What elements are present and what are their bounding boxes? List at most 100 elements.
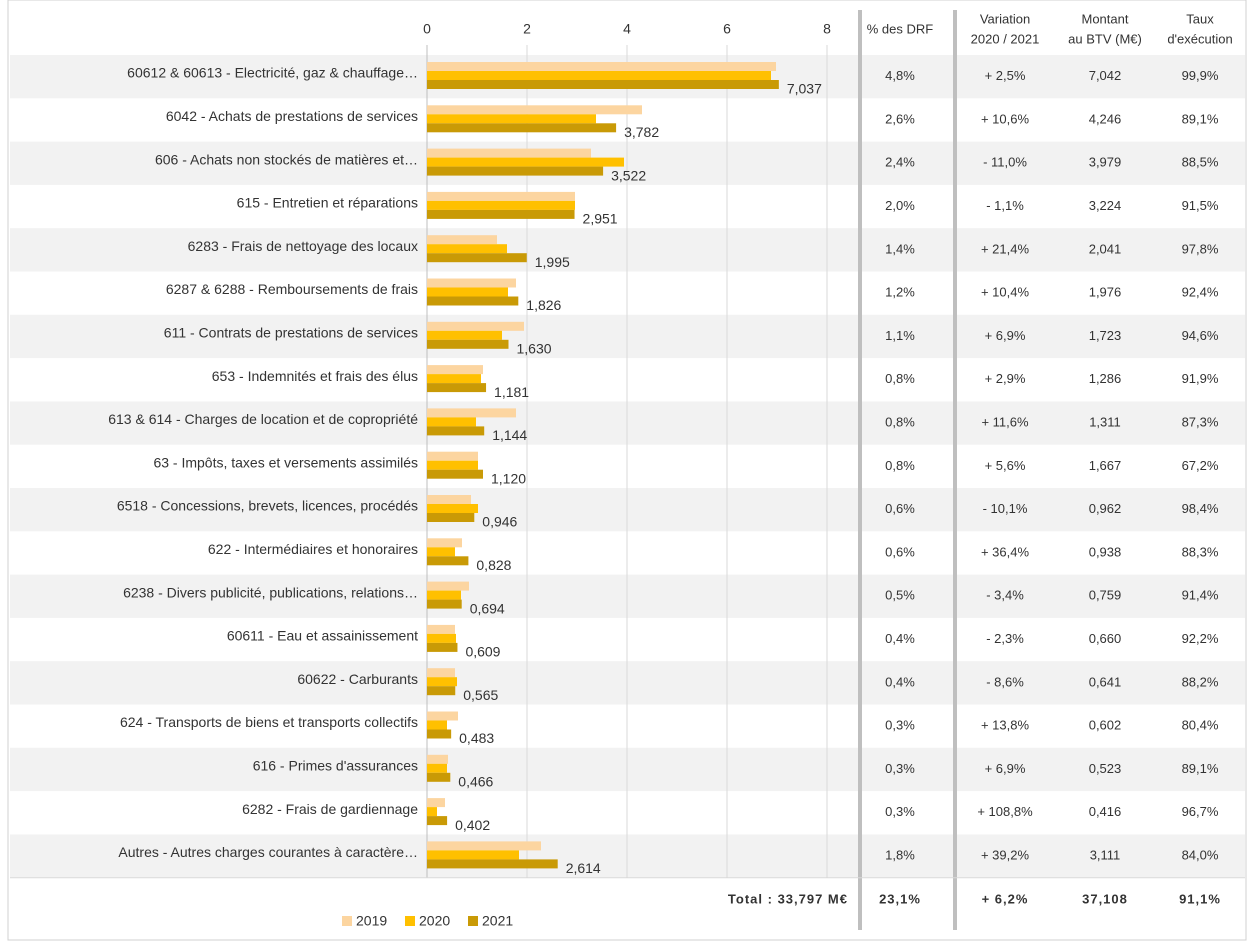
category-label: 615 - Entretien et réparations <box>237 195 418 211</box>
legend-label: 2019 <box>356 913 387 929</box>
category-label: 622 - Intermédiaires et honoraires <box>208 541 418 557</box>
category-label: 6238 - Divers publicité, publications, r… <box>123 584 418 600</box>
bar <box>427 365 483 375</box>
table-cell: + 39,2% <box>981 847 1030 862</box>
category-label: 606 - Achats non stockés de matières et… <box>155 151 418 167</box>
value-label: 7,037 <box>787 81 822 97</box>
bar <box>427 599 462 609</box>
table-cell: 3,111 <box>1090 847 1121 862</box>
table-cell: 0,416 <box>1089 804 1122 819</box>
column-header: d'exécution <box>1167 31 1232 46</box>
bar <box>427 383 487 393</box>
bar <box>427 859 558 869</box>
table-cell: 99,9% <box>1182 68 1219 83</box>
bar <box>427 513 475 522</box>
bar <box>427 538 462 548</box>
table-cell: + 10,4% <box>981 285 1030 300</box>
bar <box>427 772 451 782</box>
category-label: 616 - Primes d'assurances <box>253 758 418 774</box>
bar <box>427 105 642 115</box>
category-label: 613 & 614 - Charges de location et de co… <box>108 411 418 427</box>
value-label: 1,120 <box>491 470 526 486</box>
bar <box>427 556 469 566</box>
column-header: Taux <box>1186 11 1214 26</box>
legend-swatch <box>468 916 478 926</box>
table-cell: + 6,9% <box>985 761 1026 776</box>
table-cell: 0,641 <box>1089 674 1122 689</box>
table-cell: 0,8% <box>885 414 915 429</box>
table-cell: 0,8% <box>885 458 915 473</box>
bar <box>427 677 457 687</box>
x-tick-label: 6 <box>723 21 731 37</box>
category-label: 60612 & 60613 - Electricité, gaz & chauf… <box>127 65 418 81</box>
value-label: 0,828 <box>476 557 511 573</box>
bar <box>427 590 461 600</box>
table-cell: 3,979 <box>1089 155 1122 170</box>
category-label: 6287 & 6288 - Remboursements de frais <box>166 281 418 297</box>
table-cell: 4,8% <box>885 68 915 83</box>
table-cell: 97,8% <box>1182 241 1219 256</box>
table-cell: 1,4% <box>885 241 915 256</box>
table-cell: + 6,9% <box>985 328 1026 343</box>
table-cell: 88,5% <box>1182 155 1219 170</box>
table-cell: - 3,4% <box>986 588 1024 603</box>
table-cell: 84,0% <box>1182 847 1219 862</box>
table-cell: 0,962 <box>1089 501 1122 516</box>
column-header: au BTV (M€) <box>1068 31 1142 46</box>
value-label: 0,466 <box>458 774 493 790</box>
bar <box>427 451 478 461</box>
category-label: 6518 - Concessions, brevets, licences, p… <box>117 498 418 514</box>
table-cell: 92,2% <box>1182 631 1219 646</box>
category-label: 6282 - Frais de gardiennage <box>242 801 418 817</box>
bar <box>427 581 469 591</box>
bar <box>427 807 437 817</box>
value-label: 1,630 <box>517 341 552 357</box>
table-cell: 89,1% <box>1182 111 1219 126</box>
value-label: 1,144 <box>492 427 527 443</box>
bar <box>427 547 455 557</box>
table-cell: - 8,6% <box>986 674 1024 689</box>
bar <box>427 642 458 652</box>
bar <box>427 668 455 678</box>
bar <box>427 330 502 340</box>
bar <box>427 816 448 826</box>
table-cell: 92,4% <box>1182 285 1219 300</box>
total-label: Total : 33,797 M€ <box>728 891 848 906</box>
table-cell: 1,286 <box>1089 371 1122 386</box>
table-cell: 1,1% <box>885 328 915 343</box>
table-cell: 0,6% <box>885 501 915 516</box>
bar <box>427 374 481 384</box>
table-cell: 1,2% <box>885 285 915 300</box>
table-cell: + 10,6% <box>981 111 1030 126</box>
bar <box>427 62 776 71</box>
value-label: 0,565 <box>463 687 498 703</box>
legend-swatch <box>405 916 415 926</box>
table-cell: 94,6% <box>1182 328 1219 343</box>
table-cell: 0,3% <box>885 761 915 776</box>
bar <box>427 624 455 634</box>
bar <box>427 209 575 219</box>
total-cell: 23,1% <box>879 891 921 906</box>
table-cell: + 108,8% <box>977 804 1033 819</box>
bar <box>427 426 485 436</box>
table-cell: 2,4% <box>885 155 915 170</box>
value-label: 1,826 <box>526 297 561 313</box>
bar <box>427 850 519 860</box>
table-cell: 0,523 <box>1089 761 1122 776</box>
table-cell: 91,5% <box>1182 198 1219 213</box>
column-header: Montant <box>1082 11 1129 26</box>
bar <box>427 798 445 808</box>
value-label: 0,694 <box>470 600 505 616</box>
table-cell: 91,4% <box>1182 588 1219 603</box>
bar <box>427 157 624 167</box>
table-cell: 0,759 <box>1089 588 1122 603</box>
table-cell: 0,3% <box>885 804 915 819</box>
bar <box>427 841 541 851</box>
table-cell: 1,311 <box>1089 414 1121 429</box>
bar <box>427 711 458 721</box>
table-cell: 0,4% <box>885 674 915 689</box>
bar <box>427 754 448 764</box>
bar <box>427 123 617 133</box>
table-cell: 89,1% <box>1182 761 1219 776</box>
